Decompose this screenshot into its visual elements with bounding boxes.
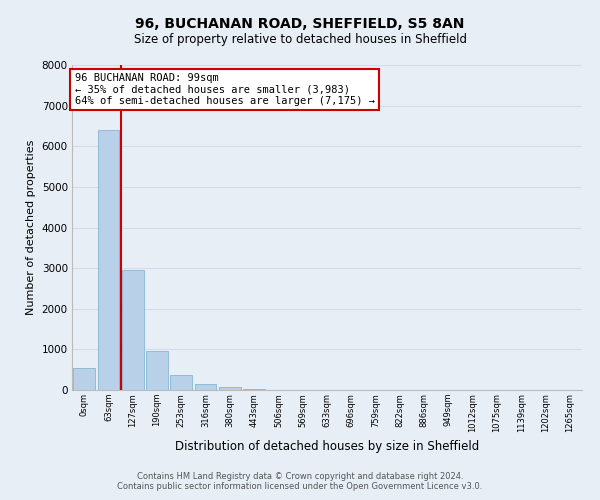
Bar <box>73 368 95 390</box>
Text: 96 BUCHANAN ROAD: 99sqm
← 35% of detached houses are smaller (3,983)
64% of semi: 96 BUCHANAN ROAD: 99sqm ← 35% of detache… <box>74 73 374 106</box>
Y-axis label: Number of detached properties: Number of detached properties <box>26 140 36 315</box>
Bar <box>97 130 119 390</box>
Text: 96, BUCHANAN ROAD, SHEFFIELD, S5 8AN: 96, BUCHANAN ROAD, SHEFFIELD, S5 8AN <box>136 18 464 32</box>
Bar <box>170 374 192 390</box>
Bar <box>194 384 217 390</box>
Text: Contains HM Land Registry data © Crown copyright and database right 2024.: Contains HM Land Registry data © Crown c… <box>137 472 463 481</box>
X-axis label: Distribution of detached houses by size in Sheffield: Distribution of detached houses by size … <box>175 440 479 453</box>
Bar <box>122 270 143 390</box>
Bar <box>243 389 265 390</box>
Bar <box>219 388 241 390</box>
Text: Contains public sector information licensed under the Open Government Licence v3: Contains public sector information licen… <box>118 482 482 491</box>
Text: Size of property relative to detached houses in Sheffield: Size of property relative to detached ho… <box>133 32 467 46</box>
Bar <box>146 350 168 390</box>
